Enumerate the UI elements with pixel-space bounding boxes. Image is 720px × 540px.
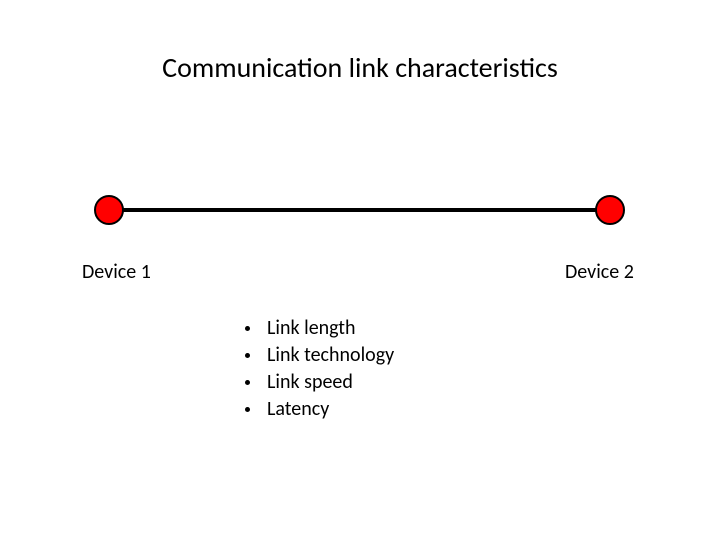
device-1-label: Device 1 <box>82 260 151 284</box>
characteristic-text: Link length <box>267 316 356 340</box>
characteristic-item: Link speed <box>245 369 394 396</box>
device-2-label: Device 2 <box>565 260 634 284</box>
bullet-dot-icon <box>245 407 250 412</box>
bullet-dot-icon <box>245 380 250 385</box>
device-2-node <box>596 196 624 224</box>
bullet-dot-icon <box>245 353 250 358</box>
characteristic-text: Latency <box>267 397 329 421</box>
characteristic-item: Link technology <box>245 342 394 369</box>
slide: Communication link characteristics Devic… <box>0 0 720 540</box>
characteristic-text: Link speed <box>267 370 353 394</box>
characteristics-list: Link length Link technology Link speed Late… <box>245 315 394 423</box>
characteristic-text: Link technology <box>267 343 394 367</box>
characteristic-item: Link length <box>245 315 394 342</box>
bullet-dot-icon <box>245 326 250 331</box>
characteristic-item: Latency <box>245 396 394 423</box>
device-1-node <box>95 196 123 224</box>
